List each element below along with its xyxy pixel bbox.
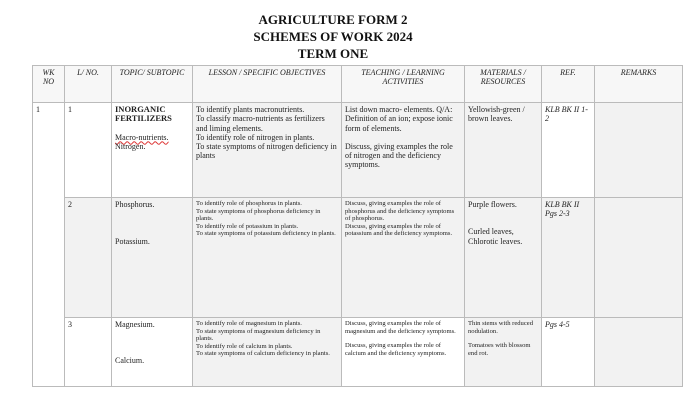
header-objectives: LESSON / SPECIFIC OBJECTIVES bbox=[192, 65, 342, 103]
wk-cell: 1 bbox=[32, 102, 65, 387]
table-row: 3 Magnesium. Calcium. To identify role of… bbox=[33, 317, 683, 387]
objective: To state symptoms of phosphorus deficien… bbox=[196, 207, 321, 223]
document-title: AGRICULTURE FORM 2 SCHEMES OF WORK 2024 … bbox=[0, 11, 666, 62]
header-materials: MATERIALS / RESOURCES bbox=[464, 65, 542, 103]
subtopic-2: Calcium. bbox=[115, 356, 145, 366]
objectives-cell: To identify role of magnesium in plants.… bbox=[192, 317, 342, 387]
topic-cell: Phosphorus. Potassium. bbox=[111, 197, 193, 318]
objective: To state symptoms of calcium deficiency … bbox=[196, 350, 330, 358]
title-line-1: AGRICULTURE FORM 2 bbox=[258, 12, 408, 27]
activity: Discuss, giving examples the role of pho… bbox=[345, 200, 455, 223]
activities-cell: List down macro- elements. Q/A: Definiti… bbox=[341, 102, 465, 198]
objective: To identify role of nitrogen in plants. bbox=[196, 132, 315, 142]
table-row: 2 Phosphorus. Potassium. To identify role… bbox=[33, 197, 683, 318]
lno-cell: 2 bbox=[64, 197, 112, 318]
objective: To identify role of potassium in plants. bbox=[196, 222, 299, 230]
table-row: 1 1 INORGANIC FERTILIZERS Macro-nutrients… bbox=[32, 102, 683, 387]
activity: Discuss, giving examples the role of mag… bbox=[345, 320, 456, 335]
schemes-table: WK NO L/ NO. TOPIC/ SUBTOPIC LESSON / SP… bbox=[32, 65, 683, 387]
remarks-cell bbox=[594, 197, 683, 318]
topic-title: INORGANIC FERTILIZERS bbox=[115, 104, 172, 124]
objective: To classify macro-nutrients as fertilize… bbox=[196, 114, 325, 133]
objective: To identify role of magnesium in plants. bbox=[196, 320, 302, 327]
objective: To identify role of calcium in plants. bbox=[196, 342, 293, 350]
ref-cell: KLB BK II Pgs 2-3 bbox=[541, 197, 595, 318]
material: Thin stems with reduced nodulation. bbox=[468, 320, 534, 335]
title-line-2: SCHEMES OF WORK 2024 bbox=[253, 29, 413, 44]
activities-cell: Discuss, giving examples the role of mag… bbox=[341, 317, 465, 387]
lno-cell: 1 bbox=[64, 102, 112, 198]
ref-cell: Pgs 4-5 bbox=[541, 317, 595, 387]
header-wk: WK NO bbox=[32, 65, 65, 103]
objectives-cell: To identify plants macronutrients. To cla… bbox=[192, 102, 342, 198]
objective: To identify role of phosphorus in plants… bbox=[196, 200, 302, 207]
activity: List down macro- elements. Q/A: Definiti… bbox=[345, 105, 453, 133]
header-remarks: REMARKS bbox=[594, 65, 683, 103]
lno-cell: 3 bbox=[64, 317, 112, 387]
activity: Discuss, giving examples the role of nit… bbox=[345, 141, 453, 170]
header-lno: L/ NO. bbox=[64, 65, 112, 103]
material: Tomatoes with blossom end rot. bbox=[468, 342, 531, 357]
objective: To identify plants macronutrients. bbox=[196, 105, 305, 114]
activity: Discuss, giving examples the role of cal… bbox=[345, 342, 447, 357]
materials-cell: Purple flowers. Curled leaves, Chlorotic … bbox=[464, 197, 542, 318]
objectives-cell: To identify role of phosphorus in plants… bbox=[192, 197, 342, 318]
subtopic-1: Macro-nutrients. bbox=[115, 132, 169, 142]
remarks-cell bbox=[594, 317, 683, 387]
materials-cell: Thin stems with reduced nodulation. Tomat… bbox=[464, 317, 542, 387]
subtopic-2: Potassium. bbox=[115, 237, 150, 247]
materials-cell: Yellowish-green / brown leaves. bbox=[464, 102, 542, 198]
activities-cell: Discuss, giving examples the role of pho… bbox=[341, 197, 465, 318]
topic-cell: INORGANIC FERTILIZERS Macro-nutrients. Nit… bbox=[111, 102, 193, 198]
title-line-3: TERM ONE bbox=[297, 46, 369, 61]
objective: To state symptoms of potassium deficienc… bbox=[196, 230, 336, 238]
material: Purple flowers. bbox=[468, 200, 517, 209]
header-activities: TEACHING / LEARNING ACTIVITIES bbox=[341, 65, 465, 103]
objective: To state symptoms of magnesium deficienc… bbox=[196, 327, 321, 343]
subtopic-2: Nitrogen. bbox=[115, 141, 146, 151]
material: Yellowish-green / brown leaves. bbox=[468, 105, 525, 124]
topic-cell: Magnesium. Calcium. bbox=[111, 317, 193, 387]
remarks-cell bbox=[594, 102, 683, 198]
subtopic-1: Phosphorus. bbox=[115, 200, 155, 209]
subtopic-1: Magnesium. bbox=[115, 320, 155, 329]
header-ref: REF. bbox=[541, 65, 595, 103]
objective: To state symptoms of nitrogen deficiency… bbox=[196, 142, 337, 161]
ref-cell: KLB BK II 1-2 bbox=[541, 102, 595, 198]
activity: Discuss, giving examples the role of pot… bbox=[345, 222, 453, 238]
material: Curled leaves, Chlorotic leaves. bbox=[468, 227, 523, 246]
header-row: WK NO L/ NO. TOPIC/ SUBTOPIC LESSON / SP… bbox=[32, 65, 683, 103]
header-topic: TOPIC/ SUBTOPIC bbox=[111, 65, 193, 103]
